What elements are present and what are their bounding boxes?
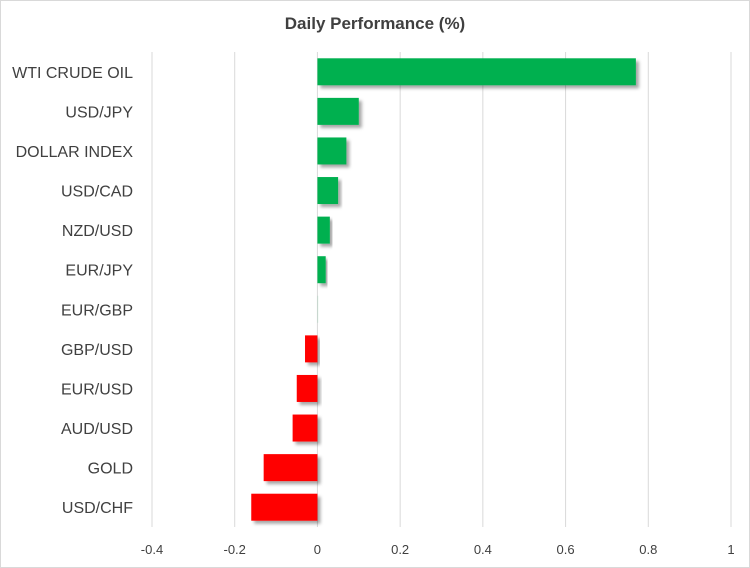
bar (317, 137, 347, 165)
bar (317, 177, 339, 205)
bar (263, 454, 318, 482)
x-tick-label: -0.4 (141, 542, 163, 557)
bar (292, 414, 318, 442)
x-tick-label: 0.4 (474, 542, 492, 557)
category-label: GOLD (88, 461, 133, 478)
bar (317, 97, 359, 125)
category-label: EUR/GBP (61, 302, 133, 319)
bar (317, 216, 330, 244)
bar (317, 295, 319, 323)
x-tick-label: -0.2 (224, 542, 246, 557)
category-label: EUR/JPY (65, 263, 133, 280)
x-tick-label: 0.8 (639, 542, 657, 557)
category-label: EUR/USD (61, 381, 133, 398)
category-label: GBP/USD (61, 342, 133, 359)
category-label: DOLLAR INDEX (16, 144, 134, 161)
bar (251, 493, 318, 521)
category-label: AUD/USD (61, 421, 133, 438)
x-tick-label: 0.2 (391, 542, 409, 557)
category-label: NZD/USD (62, 223, 133, 240)
x-tick-label: 1 (727, 542, 734, 557)
x-tick-label: 0.6 (557, 542, 575, 557)
category-label: USD/CHF (62, 500, 133, 517)
bar (317, 58, 636, 86)
bar (296, 374, 318, 402)
category-label: USD/CAD (61, 184, 133, 201)
chart-title: Daily Performance (%) (285, 14, 465, 33)
x-tick-label: 0 (314, 542, 321, 557)
bar (305, 335, 318, 363)
category-label: USD/JPY (65, 104, 133, 121)
category-label: WTI CRUDE OIL (12, 65, 133, 82)
bar (317, 256, 326, 284)
